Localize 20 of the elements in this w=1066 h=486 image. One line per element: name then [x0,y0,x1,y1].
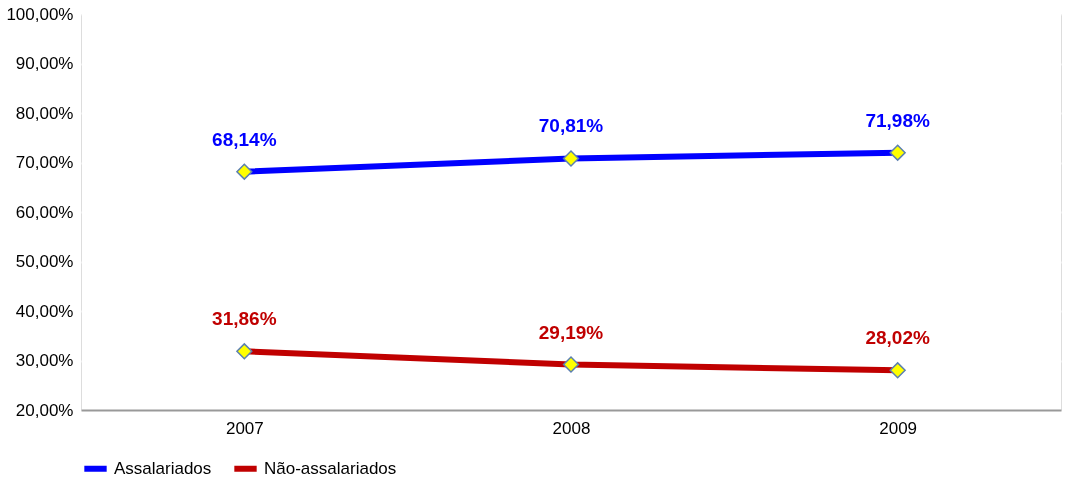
y-tick-label: 40,00% [15,301,74,321]
x-tick-label: 2009 [879,418,918,438]
y-tick-label: 60,00% [15,202,74,222]
y-tick-label: 20,00% [15,400,74,420]
x-tick-label: 2008 [552,418,591,438]
y-tick-label: 70,00% [15,153,74,172]
y-tick-label: 80,00% [15,103,74,123]
y-tick-label: 100,00% [6,4,74,24]
legend-label: Não-assalariados [264,458,397,478]
data-label: 28,02% [865,327,930,349]
y-tick-label: 30,00% [15,351,74,370]
y-tick-label: 90,00% [15,54,74,73]
x-tick-label: 2007 [225,418,264,438]
y-tick-label: 50,00% [15,252,74,271]
data-label: 71,98% [865,109,930,131]
data-label: 68,14% [212,128,277,150]
legend-label: Assalariados [114,458,212,478]
data-label: 70,81% [538,115,604,137]
data-label: 29,19% [538,321,604,343]
data-label: 31,86% [212,308,277,330]
